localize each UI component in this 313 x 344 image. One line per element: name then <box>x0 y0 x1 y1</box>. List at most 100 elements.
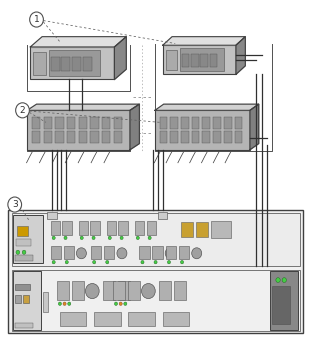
Bar <box>67 131 75 143</box>
Bar <box>60 312 86 326</box>
Bar <box>79 117 87 129</box>
Bar <box>166 246 176 259</box>
Circle shape <box>120 236 123 239</box>
Bar <box>155 110 250 150</box>
Bar <box>67 117 75 129</box>
Circle shape <box>30 12 44 27</box>
Bar <box>160 131 167 143</box>
Bar <box>51 246 61 259</box>
Bar <box>128 312 155 326</box>
Bar <box>15 284 30 290</box>
Circle shape <box>76 248 86 259</box>
Circle shape <box>117 248 127 259</box>
Bar <box>203 131 210 143</box>
Bar <box>174 281 186 300</box>
Bar <box>270 271 298 330</box>
Circle shape <box>282 278 286 282</box>
Bar <box>23 295 29 303</box>
Bar <box>8 210 303 333</box>
Bar <box>13 271 41 330</box>
Circle shape <box>52 260 55 264</box>
Bar <box>72 281 84 300</box>
Circle shape <box>68 302 71 305</box>
Bar <box>62 222 72 235</box>
Circle shape <box>167 260 171 264</box>
Polygon shape <box>115 37 126 79</box>
Circle shape <box>165 248 175 259</box>
Bar <box>107 222 116 235</box>
Circle shape <box>141 260 144 264</box>
Bar <box>83 57 92 71</box>
Bar <box>159 281 171 300</box>
Polygon shape <box>163 37 245 45</box>
Bar <box>182 223 193 237</box>
Circle shape <box>92 236 95 239</box>
Bar <box>51 222 60 235</box>
Bar <box>30 47 115 79</box>
Bar <box>113 281 125 300</box>
Bar <box>192 117 199 129</box>
Bar <box>91 246 101 259</box>
Bar <box>102 117 110 129</box>
Bar <box>55 131 64 143</box>
Bar <box>43 292 49 312</box>
Text: 2: 2 <box>20 106 25 115</box>
Circle shape <box>52 236 55 239</box>
Circle shape <box>8 197 22 212</box>
Bar <box>128 281 140 300</box>
Bar <box>203 117 210 129</box>
Bar <box>79 222 88 235</box>
Circle shape <box>108 236 111 239</box>
Bar <box>180 48 224 72</box>
Circle shape <box>65 260 68 264</box>
Bar <box>27 110 130 150</box>
Polygon shape <box>27 104 139 110</box>
Bar <box>235 131 242 143</box>
Polygon shape <box>155 104 259 110</box>
Bar <box>17 226 28 236</box>
Bar <box>12 270 300 331</box>
Bar <box>90 131 99 143</box>
Polygon shape <box>130 104 139 150</box>
Polygon shape <box>30 37 126 47</box>
Bar <box>15 295 21 303</box>
Bar <box>90 117 99 129</box>
Bar <box>211 221 231 238</box>
Bar <box>44 117 52 129</box>
Circle shape <box>93 260 96 264</box>
Bar <box>49 50 100 76</box>
Bar <box>152 246 163 259</box>
Circle shape <box>154 260 157 264</box>
Bar <box>235 117 242 129</box>
Text: 1: 1 <box>34 15 39 24</box>
Bar <box>61 57 70 71</box>
Circle shape <box>124 302 127 305</box>
Circle shape <box>22 250 26 254</box>
Circle shape <box>192 248 202 259</box>
Circle shape <box>58 302 61 305</box>
Bar <box>181 117 189 129</box>
Bar <box>118 281 130 300</box>
Circle shape <box>80 236 83 239</box>
Bar <box>94 312 121 326</box>
Bar <box>209 54 217 67</box>
Circle shape <box>64 236 67 239</box>
Circle shape <box>115 302 118 305</box>
Bar <box>15 323 33 328</box>
Bar <box>224 117 232 129</box>
Circle shape <box>16 250 20 254</box>
Bar <box>12 213 300 266</box>
Circle shape <box>106 260 109 264</box>
Bar <box>114 131 122 143</box>
Bar <box>196 223 208 237</box>
Circle shape <box>85 283 99 299</box>
Circle shape <box>141 283 155 299</box>
Bar <box>179 246 189 259</box>
Bar <box>15 255 33 261</box>
Circle shape <box>119 302 122 305</box>
Bar <box>192 131 199 143</box>
Bar <box>135 222 144 235</box>
Circle shape <box>148 236 151 239</box>
Bar <box>170 117 178 129</box>
Bar <box>104 246 115 259</box>
